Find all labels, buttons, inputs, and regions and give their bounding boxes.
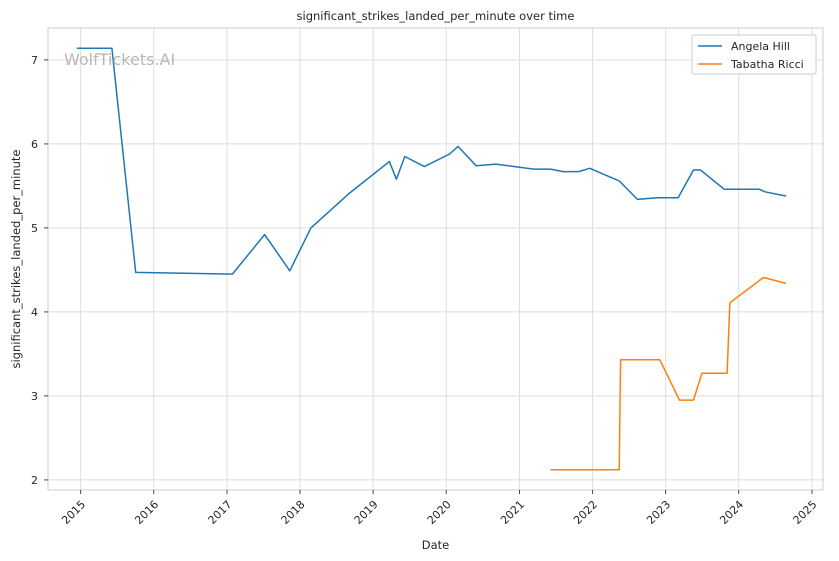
y-tick-label: 3 — [31, 390, 38, 403]
y-axis-title: significant_strikes_landed_per_minute — [9, 150, 23, 369]
y-tick-label: 4 — [31, 306, 38, 319]
series-line-angela-hill — [76, 47, 787, 275]
x-tick-label: 2021 — [498, 498, 527, 527]
legend-label-angela-hill: Angela Hill — [731, 40, 790, 53]
x-axis-title: Date — [422, 538, 450, 552]
y-tick-label: 7 — [31, 54, 38, 67]
x-tick-label: 2019 — [352, 498, 381, 527]
legend: Angela Hill Tabatha Ricci — [691, 34, 817, 75]
y-tick-label: 6 — [31, 138, 38, 151]
legend-box — [691, 34, 817, 75]
x-tick-label: 2025 — [791, 498, 820, 527]
legend-label-tabatha-ricci: Tabatha Ricci — [730, 58, 804, 71]
x-tick-label: 2020 — [425, 498, 454, 527]
x-tick-label: 2017 — [206, 498, 235, 527]
x-tick-label: 2015 — [59, 498, 88, 527]
x-tick-label: 2024 — [717, 498, 746, 527]
series-lines — [76, 47, 787, 471]
chart-title: significant_strikes_landed_per_minute ov… — [297, 9, 575, 23]
y-tick-label: 2 — [31, 474, 38, 487]
x-tick-label: 2018 — [279, 498, 308, 527]
x-tick-label: 2023 — [644, 498, 673, 527]
series-line-tabatha-ricci — [550, 276, 787, 471]
x-axis-ticks: 2015 2016 2017 2018 2019 2020 2021 2022 2023 2024… — [59, 490, 820, 527]
y-tick-label: 5 — [31, 222, 38, 235]
plot-area-frame — [47, 27, 824, 491]
x-tick-label: 2016 — [132, 498, 161, 527]
watermark: WolfTickets.AI — [64, 50, 175, 69]
y-axis-ticks: 2 3 4 5 6 7 — [31, 54, 48, 487]
x-tick-label: 2022 — [571, 498, 600, 527]
grid — [48, 28, 823, 490]
